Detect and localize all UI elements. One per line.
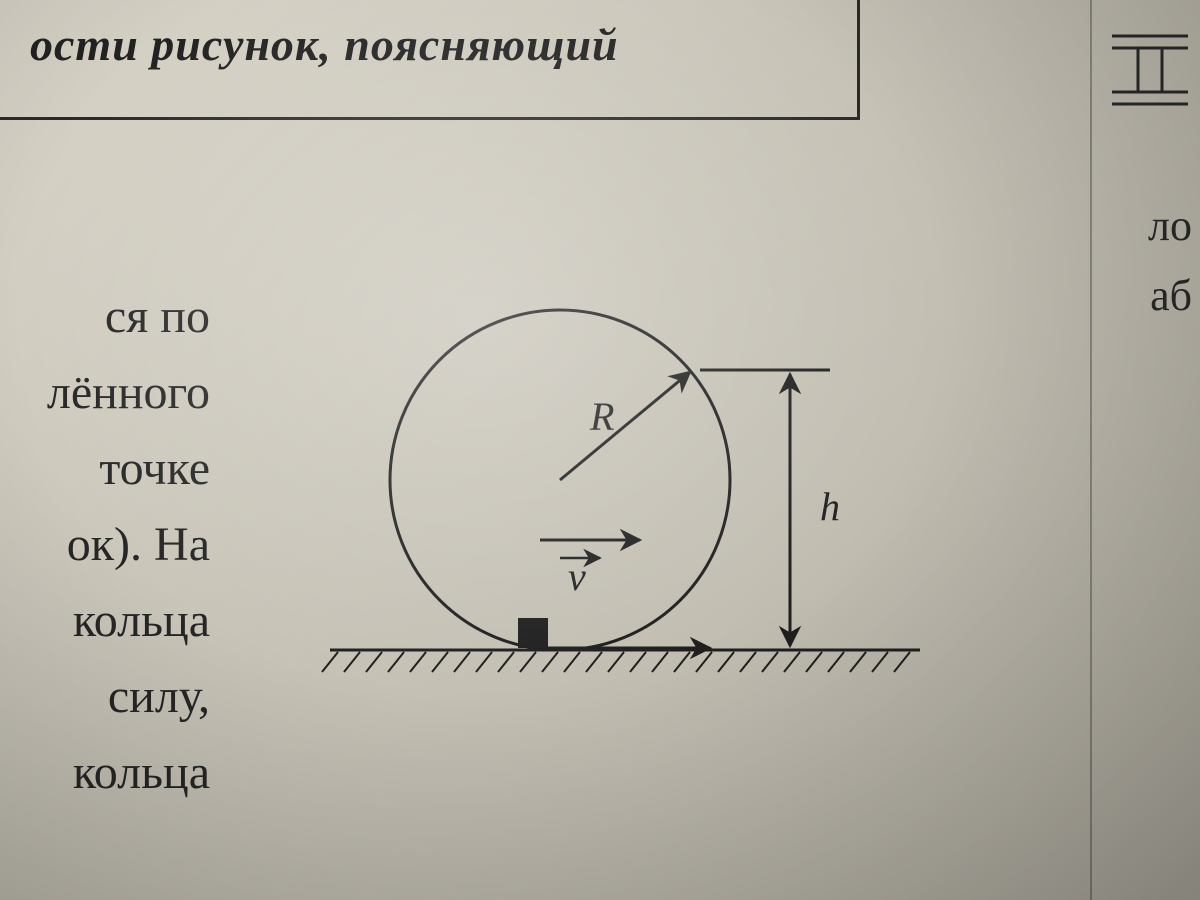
right-column: ло аб bbox=[1090, 0, 1200, 900]
label-h: h bbox=[820, 484, 840, 529]
left-line: кольца bbox=[0, 584, 210, 658]
instruction-box: ости рисунок, поясняющий bbox=[0, 0, 860, 120]
page-photo: ости рисунок, поясняющий ло аб ся по лён… bbox=[0, 0, 1200, 900]
left-line: ся по bbox=[0, 280, 210, 354]
label-R: R bbox=[589, 394, 614, 439]
left-line: силу, bbox=[0, 660, 210, 734]
block bbox=[518, 618, 548, 648]
radius-arrow bbox=[560, 372, 690, 480]
instruction-text: ости рисунок, поясняющий bbox=[30, 18, 619, 71]
left-line: ок). На bbox=[0, 508, 210, 582]
left-line: кольца bbox=[0, 736, 210, 810]
right-fragment-lo: ло bbox=[1148, 200, 1192, 251]
i-beam-icon bbox=[1110, 30, 1190, 108]
ground-hatch bbox=[322, 652, 910, 672]
physics-diagram: R v bbox=[260, 220, 980, 700]
left-line: лённого bbox=[0, 356, 210, 430]
label-v: v bbox=[568, 554, 586, 599]
left-line: точке bbox=[0, 432, 210, 506]
right-fragment-ab: аб bbox=[1150, 270, 1192, 321]
